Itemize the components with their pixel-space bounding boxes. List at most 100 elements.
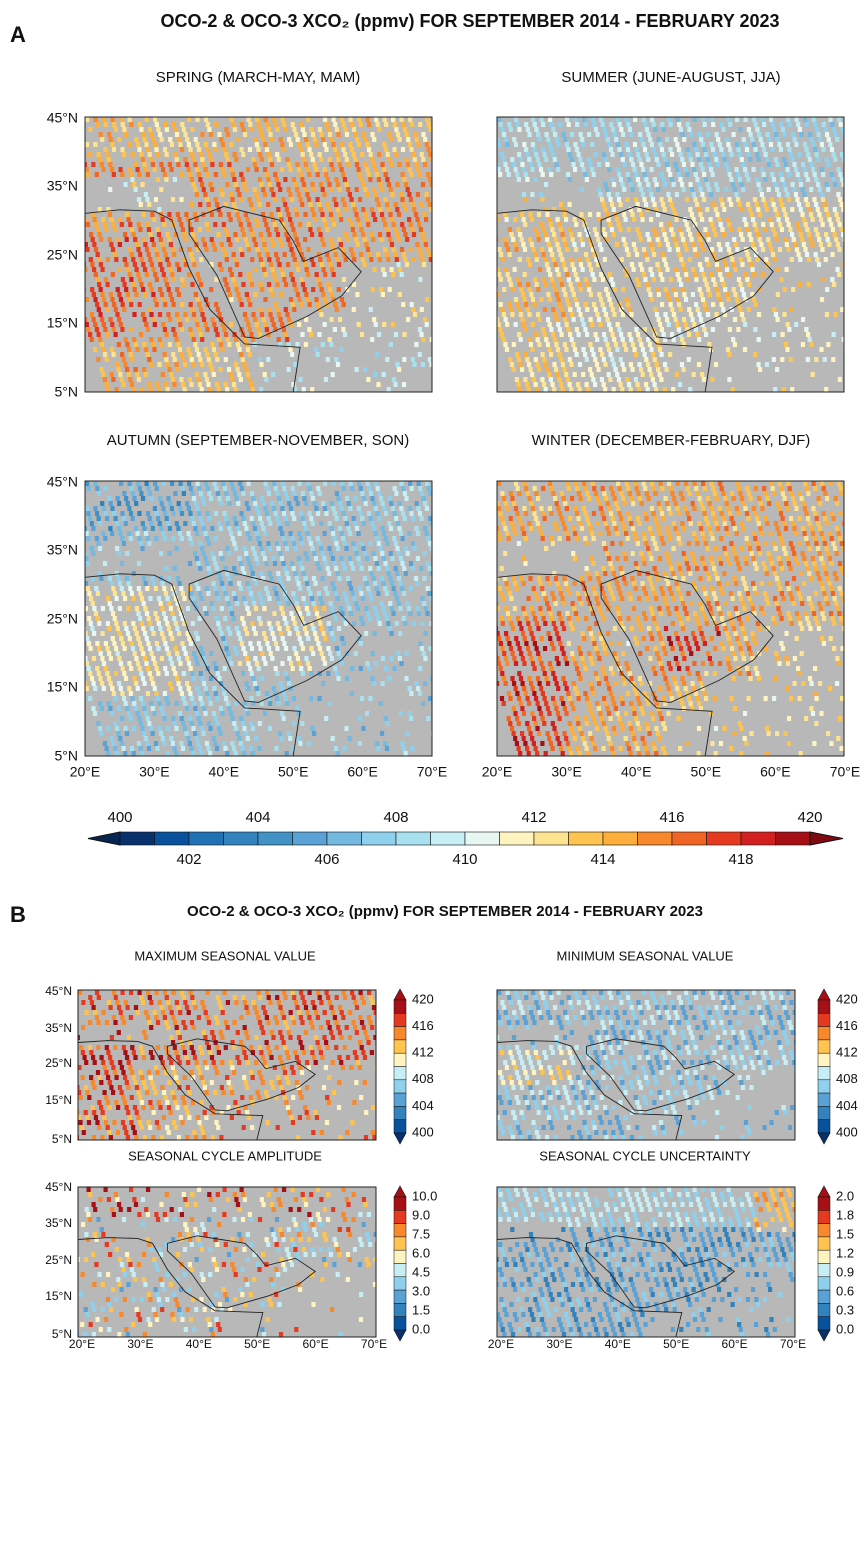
colorbar-bin [154,831,190,846]
xco2-field [497,990,794,1140]
coastline [585,1235,735,1309]
colorbar-bin [817,1249,831,1264]
panel-title: OCO-2 & OCO-3 XCO₂ (ppmv) FOR SEPTEMBER … [160,11,779,31]
xco2-field [497,990,795,1140]
colorbar-label: 0.9 [836,1264,854,1279]
lat-label: 5°N [52,1132,72,1146]
colorbar-label: 10.0 [412,1188,437,1203]
lat-label: 45°N [47,110,78,126]
map-title: SUMMER (JUNE-AUGUST, JJA) [561,69,780,86]
colorbar-bin [740,831,776,846]
xco2-field [497,117,844,392]
colorbar-bin [817,1210,831,1224]
lat-label: 25°N [45,1056,72,1070]
colorbar-arrow [809,831,844,846]
coastline [85,573,301,756]
map-frame [496,1186,796,1338]
colorbar-label: 1.8 [836,1207,854,1222]
lon-label: 20°E [488,1337,514,1351]
colorbar-bin [817,1026,831,1041]
lat-label: 5°N [55,384,79,400]
xco2-field [85,481,193,531]
lat-label: 25°N [45,1253,72,1267]
colorbar-arrow [87,831,121,846]
lon-label: 70°E [830,764,861,780]
lat-label: 35°N [47,178,78,194]
map [497,990,795,1140]
colorbar-bin [395,831,431,846]
colorbar-bin [393,1119,407,1134]
colorbar-label: 4.5 [412,1264,430,1279]
colorbar-label: 404 [412,1098,434,1113]
colorbar-bin [393,1079,407,1094]
xco2-field [497,117,838,197]
colorbar-bin [817,1039,831,1054]
xco2-field [497,197,844,392]
colorbar-bin [499,831,535,846]
xco2-field [88,117,432,392]
colorbar-arrow [817,988,831,1001]
map-frame [84,480,433,757]
map [497,1187,795,1337]
lat-label: 45°N [47,474,78,490]
colorbar-bin [393,1066,407,1081]
coastline [188,205,362,339]
colorbar-arrow [393,1185,407,1198]
map [85,481,432,756]
coastline [166,1038,316,1112]
colorbar-bin [257,831,293,846]
colorbar-bin [393,1106,407,1120]
colorbar-label: 9.0 [412,1207,430,1222]
xco2-field [497,481,844,756]
colorbar-bin [602,831,638,846]
colorbar-label: 1.5 [836,1226,854,1241]
map [78,990,376,1140]
colorbar-bin [393,999,407,1014]
xco2-field [85,586,328,696]
map-frame [84,116,433,393]
colorbar-bin [326,831,362,846]
xco2-field [497,1187,795,1337]
coastline [600,205,774,339]
xco2-field [85,481,432,756]
colorbar-bin [817,1079,831,1094]
colorbar-label: 412 [521,809,546,826]
coastline [585,1038,735,1112]
colorbar-bin [393,1276,407,1291]
colorbar-label: 1.5 [412,1302,430,1317]
colorbar-bin [393,1263,407,1278]
xco2-field [85,481,432,756]
lat-label: 15°N [47,679,78,695]
map-title: MAXIMUM SEASONAL VALUE [134,948,316,963]
xco2-field [78,990,376,1140]
panel-title: OCO-2 & OCO-3 XCO₂ (ppmv) FOR SEPTEMBER … [187,903,703,920]
map-title: MINIMUM SEASONAL VALUE [557,948,734,963]
xco2-field [497,197,844,392]
lon-label: 60°E [347,764,378,780]
colorbar-label: 416 [836,1018,858,1033]
lon-label: 30°E [127,1337,153,1351]
lat-label: 25°N [47,247,78,263]
lon-label: 40°E [209,764,240,780]
colorbar-bin [568,831,604,846]
colorbar-arrow [393,1132,407,1145]
colorbar-bin [292,831,328,846]
coastline [188,569,362,703]
lon-label: 60°E [760,764,791,780]
colorbar-bin [775,831,811,846]
colorbar-bin [817,1196,831,1211]
lat-label: 15°N [45,1289,72,1303]
lon-label: 50°E [278,764,309,780]
colorbar-bin [817,999,831,1014]
colorbar-label: 6.0 [412,1245,430,1260]
lat-label: 45°N [45,1180,72,1194]
colorbar-bin [817,1013,831,1027]
colorbar-label: 408 [836,1071,858,1086]
lon-label: 60°E [303,1337,329,1351]
xco2-field [497,1050,571,1085]
colorbar-bin [817,1316,831,1331]
lon-label: 40°E [605,1337,631,1351]
colorbar-label: 7.5 [412,1226,430,1241]
lon-label: 30°E [546,1337,572,1351]
